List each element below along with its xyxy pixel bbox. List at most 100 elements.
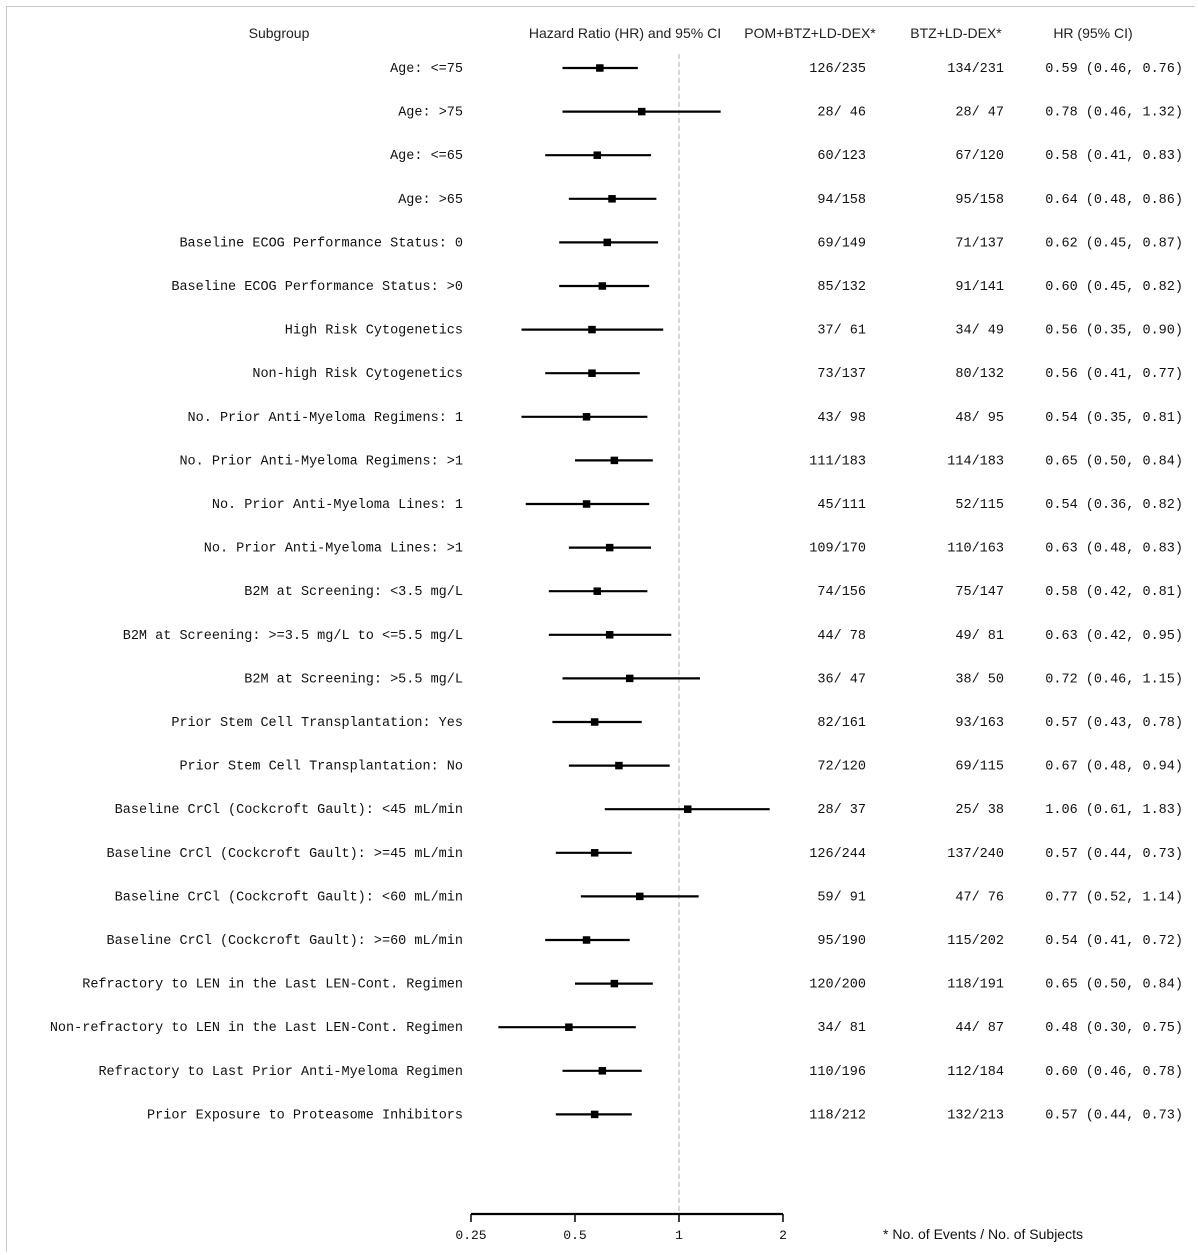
- forest-row: No. Prior Anti-Myeloma Regimens: 1 43/ 98…: [188, 411, 1183, 426]
- x-axis: 0.25 0.5 1 2: [455, 1212, 787, 1243]
- group2-count: 67/120: [955, 149, 1004, 164]
- group1-count: 69/149: [817, 236, 866, 251]
- group1-count: 111/183: [809, 454, 866, 469]
- forest-row: B2M at Screening: >5.5 mg/L 36/ 47 38/ 50 0…: [244, 672, 1183, 687]
- forest-row: Baseline CrCl (Cockcroft Gault): >=45 mL…: [107, 847, 1183, 862]
- hr-point: [593, 151, 602, 159]
- group1-count: 109/170: [809, 542, 866, 557]
- hr-ci-value: 0.57 (0.43, 0.78): [1045, 716, 1183, 731]
- header-group2: BTZ+LD-DEX*: [910, 25, 1002, 41]
- group2-count: 75/147: [955, 585, 1004, 600]
- hr-ci-value: 0.67 (0.48, 0.94): [1045, 760, 1183, 775]
- hr-point: [565, 1023, 573, 1031]
- hr-ci-value: 0.57 (0.44, 0.73): [1045, 1108, 1183, 1123]
- footnote: * No. of Events / No. of Subjects: [883, 1226, 1083, 1242]
- hr-point: [596, 64, 604, 72]
- hr-ci-value: 0.56 (0.35, 0.90): [1045, 324, 1183, 339]
- forest-row: Non-high Risk Cytogenetics 73/137 80/132 0.…: [252, 367, 1183, 382]
- forest-rows: Age: <=75 126/235 134/231 0.59 (0.46, 0.76)…: [50, 62, 1183, 1123]
- group2-count: 71/137: [955, 236, 1004, 251]
- group2-count: 28/ 47: [955, 106, 1004, 121]
- forest-row: Refractory to Last Prior Anti-Myeloma Re…: [98, 1065, 1183, 1080]
- group1-count: 37/ 61: [817, 324, 866, 339]
- hr-point: [610, 979, 619, 988]
- group2-count: 34/ 49: [955, 324, 1004, 339]
- hr-point: [590, 1110, 599, 1119]
- group2-count: 25/ 38: [955, 803, 1004, 818]
- group1-count: 126/235: [809, 62, 866, 77]
- subgroup-label: Prior Stem Cell Transplantation: Yes: [171, 716, 463, 731]
- hr-point: [582, 413, 591, 421]
- forest-row: Prior Stem Cell Transplantation: No 72/12…: [179, 760, 1183, 775]
- subgroup-label: Non-refractory to LEN in the Last LEN-Co…: [50, 1021, 463, 1036]
- hr-ci-value: 0.54 (0.35, 0.81): [1045, 411, 1183, 426]
- group1-count: 28/ 46: [817, 106, 866, 121]
- group2-count: 137/240: [947, 847, 1004, 862]
- group2-count: 48/ 95: [955, 411, 1004, 426]
- hr-point: [683, 805, 692, 813]
- chart-frame: [6, 6, 1195, 1252]
- hr-ci-value: 0.64 (0.48, 0.86): [1045, 193, 1183, 208]
- subgroup-label: Baseline CrCl (Cockcroft Gault): >=60 mL…: [107, 934, 463, 949]
- forest-row: Non-refractory to LEN in the Last LEN-Co…: [50, 1021, 1183, 1036]
- hr-point: [598, 1067, 607, 1075]
- group1-count: 28/ 37: [817, 803, 866, 818]
- subgroup-label: Baseline ECOG Performance Status: >0: [171, 280, 463, 295]
- forest-row: Age: >65 94/158 95/158 0.64 (0.48, 0.86): [398, 193, 1183, 208]
- forest-row: Age: >75 28/ 46 28/ 47 0.78 (0.46, 1.32): [398, 106, 1183, 121]
- group1-count: 36/ 47: [817, 672, 866, 687]
- group2-count: 118/191: [947, 978, 1004, 993]
- x-tick-label: 2: [779, 1228, 787, 1243]
- forest-row: No. Prior Anti-Myeloma Regimens: >1 111/1…: [179, 454, 1183, 469]
- forest-row: High Risk Cytogenetics 37/ 61 34/ 49 0.56 (…: [285, 324, 1183, 339]
- subgroup-label: Age: >65: [398, 193, 463, 208]
- hr-point: [590, 718, 599, 726]
- group2-count: 52/115: [955, 498, 1004, 513]
- forest-row: Prior Stem Cell Transplantation: Yes 82/1…: [171, 716, 1183, 731]
- group1-count: 44/ 78: [817, 629, 866, 644]
- hr-ci-value: 0.77 (0.52, 1.14): [1045, 890, 1183, 905]
- hr-ci-value: 0.58 (0.41, 0.83): [1045, 149, 1183, 164]
- forest-row: B2M at Screening: >=3.5 mg/L to <=5.5 mg…: [123, 629, 1183, 644]
- group1-count: 95/190: [817, 934, 866, 949]
- hr-point: [593, 587, 602, 595]
- hr-point: [590, 849, 599, 857]
- group2-count: 44/ 87: [955, 1021, 1004, 1036]
- hr-point: [608, 195, 616, 203]
- group1-count: 118/212: [809, 1108, 866, 1123]
- hr-ci-value: 0.62 (0.45, 0.87): [1045, 236, 1183, 251]
- hr-ci-value: 0.59 (0.46, 0.76): [1045, 62, 1183, 77]
- subgroup-label: B2M at Screening: <3.5 mg/L: [244, 585, 463, 600]
- group2-count: 95/158: [955, 193, 1004, 208]
- group1-count: 120/200: [809, 978, 866, 993]
- hr-point: [603, 238, 612, 247]
- forest-row: Refractory to LEN in the Last LEN-Cont. …: [82, 978, 1183, 993]
- subgroup-label: Age: <=65: [390, 149, 463, 164]
- hr-ci-value: 0.65 (0.50, 0.84): [1045, 978, 1183, 993]
- group2-count: 134/231: [947, 62, 1004, 77]
- group1-count: 94/158: [817, 193, 866, 208]
- subgroup-label: Refractory to Last Prior Anti-Myeloma Re…: [98, 1065, 463, 1080]
- hr-ci-value: 0.60 (0.45, 0.82): [1045, 280, 1183, 295]
- x-tick-label: 0.25: [455, 1228, 486, 1243]
- group2-count: 47/ 76: [955, 890, 1004, 905]
- hr-point: [588, 369, 596, 377]
- header-subgroup: Subgroup: [249, 25, 310, 41]
- forest-row: No. Prior Anti-Myeloma Lines: >1 109/170 1…: [204, 542, 1183, 557]
- subgroup-label: Refractory to LEN in the Last LEN-Cont. …: [82, 978, 463, 993]
- subgroup-label: Non-high Risk Cytogenetics: [252, 367, 463, 382]
- hr-point: [605, 631, 614, 639]
- hr-ci-value: 0.72 (0.46, 1.15): [1045, 672, 1183, 687]
- hr-ci-value: 0.56 (0.41, 0.77): [1045, 367, 1183, 382]
- group2-count: 112/184: [947, 1065, 1004, 1080]
- hr-ci-value: 0.60 (0.46, 0.78): [1045, 1065, 1183, 1080]
- group1-count: 60/123: [817, 149, 866, 164]
- subgroup-label: B2M at Screening: >=3.5 mg/L to <=5.5 mg…: [123, 629, 463, 644]
- forest-row: Baseline ECOG Performance Status: 0 69/14…: [179, 236, 1183, 251]
- group1-count: 73/137: [817, 367, 866, 382]
- forest-row: Age: <=75 126/235 134/231 0.59 (0.46, 0.76): [390, 62, 1183, 77]
- hr-ci-value: 0.78 (0.46, 1.32): [1045, 106, 1183, 121]
- group2-count: 38/ 50: [955, 672, 1004, 687]
- hr-ci-value: 0.58 (0.42, 0.81): [1045, 585, 1183, 600]
